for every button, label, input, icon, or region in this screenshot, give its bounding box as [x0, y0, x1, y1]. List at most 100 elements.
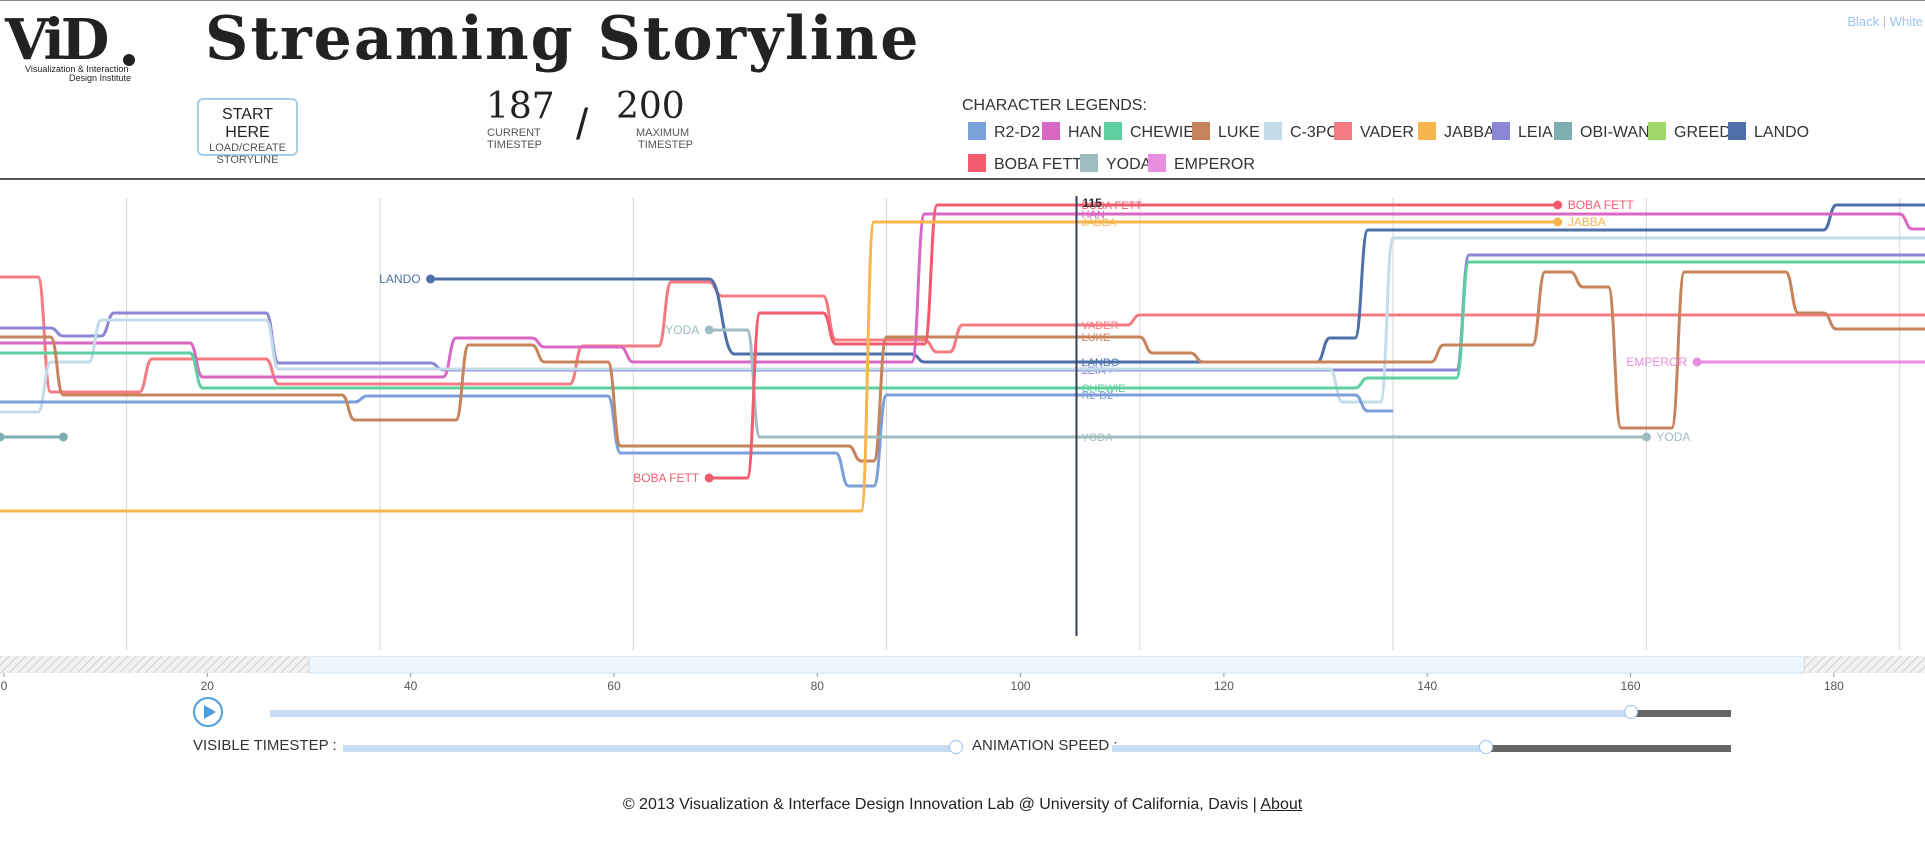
playback-slider-handle[interactable] [1624, 705, 1638, 719]
legend-swatch [1192, 122, 1210, 140]
app-title: Streaming Storyline [205, 4, 921, 74]
series-line-r2-d2[interactable] [0, 393, 1394, 488]
series-line-lando[interactable] [430, 203, 1925, 364]
animation-speed-label: ANIMATION SPEED : [972, 737, 1118, 754]
animation-speed-slider-handle[interactable] [1479, 740, 1493, 754]
timeline-tick-label: 20 [201, 679, 215, 693]
series-line-jabba[interactable] [0, 220, 1558, 513]
series-start-point [0, 432, 5, 442]
legend-swatch [968, 154, 986, 172]
series-line-vader[interactable] [0, 275, 1925, 394]
legend-item-jabba[interactable]: JABBA [1418, 122, 1495, 142]
series-line-c-3po[interactable] [0, 236, 1925, 414]
max-timestep-caption-1: MAXIMUM [636, 127, 690, 139]
legend-swatch [1334, 122, 1352, 140]
logo-subtitle-2: Design Institute [69, 73, 132, 83]
series-start-point [1692, 357, 1702, 367]
visible-timestep-label: VISIBLE TIMESTEP : [193, 737, 337, 754]
legend-label: OBI-WAN [1580, 124, 1650, 141]
top-border [0, 0, 1925, 1]
animation-speed-slider-remaining [1488, 745, 1731, 752]
logo-dot-icon [123, 54, 135, 66]
legend-item-yoda[interactable]: YODA [1080, 154, 1151, 174]
series-start-label: BOBA FETT [633, 471, 700, 485]
animation-speed-slider-track[interactable] [1112, 745, 1488, 752]
series-end-point [1641, 432, 1651, 442]
visible-timestep-slider-handle[interactable] [949, 740, 963, 754]
timeline-tick-label: 0 [1, 679, 8, 693]
legend-label: CHEWIE [1130, 124, 1194, 141]
series-cursor-label: R2-D2 [1081, 390, 1113, 402]
legend-swatch [968, 122, 986, 140]
start-here-sub-1: LOAD/CREATE [209, 142, 286, 154]
start-here-label: START HERE [222, 106, 273, 141]
series-line-boba-fett[interactable] [709, 203, 1558, 480]
series-start-point [704, 473, 714, 483]
legend-swatch [1554, 122, 1572, 140]
current-timestep-caption-1: CURRENT [487, 127, 541, 139]
legend-swatch [1492, 122, 1510, 140]
series-end-point [1553, 200, 1563, 210]
timeline-tick-label: 120 [1214, 679, 1234, 693]
legend-item-leia[interactable]: LEIA [1492, 122, 1553, 142]
legend-item-r2-d2[interactable]: R2-D2 [968, 122, 1040, 142]
series-line-leia[interactable] [0, 253, 1925, 372]
series-cursor-label: JABBA [1081, 217, 1117, 229]
series-cursor-label: C-3PO [1081, 364, 1115, 376]
series-end-label: YODA [1656, 430, 1690, 444]
legend-swatch [1104, 122, 1122, 140]
legend-swatch [1648, 122, 1666, 140]
legend-item-vader[interactable]: VADER [1334, 122, 1414, 142]
logo-subtitle-1: Visualization & Interaction [25, 64, 129, 74]
max-timestep-value: 200 [616, 86, 685, 127]
legend-label: YODA [1106, 156, 1152, 173]
series-line-chewie[interactable] [0, 260, 1925, 390]
legend-swatch [1148, 154, 1166, 172]
timeline-tick-label: 60 [607, 679, 621, 693]
timeline-overview[interactable]: 0 20 40 60 80 100 120 140 160 180 [0, 656, 1925, 696]
series-line-luke[interactable] [0, 270, 1925, 463]
series-start-point [426, 274, 436, 284]
play-button[interactable] [193, 697, 223, 727]
legend-label: LEIA [1518, 124, 1553, 141]
legend-swatch [1080, 154, 1098, 172]
current-timestep-value: 187 [486, 86, 555, 127]
max-timestep-caption-2: TIMESTEP [638, 139, 694, 151]
playback-slider-track[interactable] [270, 710, 1631, 717]
start-here-button[interactable]: START HERE LOAD/CREATE STORYLINE [197, 98, 298, 166]
series-end-point [1553, 217, 1563, 227]
timeline-tick-label: 40 [404, 679, 418, 693]
series-cursor-label: CHEWIE [1081, 383, 1125, 395]
visible-timestep-slider-track[interactable] [343, 745, 955, 752]
theme-black-link[interactable]: Black [1847, 14, 1880, 29]
legend-label: EMPEROR [1174, 156, 1255, 173]
series-line-han[interactable] [0, 212, 1925, 379]
footer-copyright: © 2013 Visualization & Interface Design … [622, 796, 1257, 813]
legend-item-chewie[interactable]: CHEWIE [1104, 122, 1194, 142]
timeline-tick-label: 180 [1824, 679, 1844, 693]
play-icon [204, 705, 216, 719]
legend-title: CHARACTER LEGENDS: [962, 97, 1147, 114]
legend-swatch [1728, 122, 1746, 140]
legend-item-c-3po[interactable]: C-3PO [1264, 122, 1339, 142]
theme-separator: | [1882, 14, 1887, 29]
series-cursor-label: YODA [1081, 432, 1113, 444]
series-end-label: JABBA [1568, 215, 1606, 229]
legend-item-luke[interactable]: LUKE [1192, 122, 1260, 142]
legend-label: LUKE [1218, 124, 1260, 141]
legend-label: GREEDO [1674, 124, 1744, 141]
legend-item-greedo[interactable]: GREEDO [1648, 122, 1743, 142]
theme-white-link[interactable]: White [1889, 14, 1923, 29]
legend-item-boba-fett[interactable]: BOBA FETT [968, 154, 1082, 174]
legend-item-lando[interactable]: LANDO [1728, 122, 1809, 142]
legend-label: C-3PO [1290, 124, 1339, 141]
legend-item-emperor[interactable]: EMPEROR [1148, 154, 1255, 174]
series-end-point [58, 432, 68, 442]
timeline-window[interactable] [308, 656, 1805, 674]
timeline-tick-label: 140 [1417, 679, 1437, 693]
about-link[interactable]: About [1260, 796, 1303, 813]
legend-item-obi-wan[interactable]: OBI-WAN [1554, 122, 1650, 142]
legend-label: JABBA [1444, 124, 1495, 141]
legend-item-han[interactable]: HAN [1042, 122, 1102, 142]
storyline-chart[interactable]: 406080100120140160180VADERLANDOLANDOLEIA… [0, 180, 1925, 690]
